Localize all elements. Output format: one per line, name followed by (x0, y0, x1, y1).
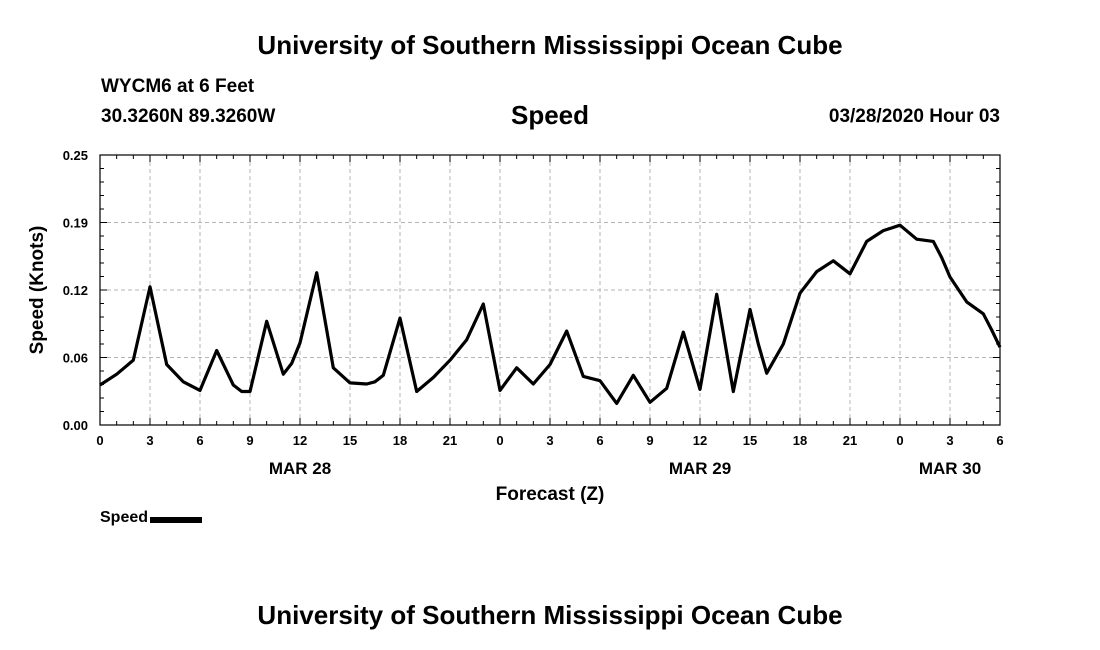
x-tick-label: 3 (546, 433, 553, 448)
x-tick-label: 3 (146, 433, 153, 448)
axis-labels: 0 3 6 9 12 15 18 21 0 3 6 9 12 15 18 21 0 3 6 0.00 0.06 0.12 0… (27, 148, 1004, 505)
x-axis-title: Forecast (Z) (496, 484, 605, 505)
y-tick-label: 0.12 (63, 283, 88, 298)
x-tick-label: 12 (293, 433, 307, 448)
x-tick-label: 9 (646, 433, 653, 448)
timestamp-label: 03/28/2020 Hour 03 (828, 106, 1000, 127)
legend: Speed (100, 509, 203, 527)
legend-swatch (150, 517, 203, 523)
y-tick-label: 0.19 (63, 216, 88, 231)
x-tick-label: 0 (896, 433, 903, 448)
x-tick-label: 9 (246, 433, 253, 448)
footer-title: University of Southern Mississippi Ocean… (257, 600, 843, 630)
page-title: University of Southern Mississippi Ocean… (257, 30, 843, 60)
y-tick-label: 0.00 (63, 418, 88, 433)
date-label: MAR 28 (269, 459, 331, 478)
x-tick-label: 0 (496, 433, 503, 448)
x-tick-label: 6 (996, 433, 1003, 448)
x-tick-label: 0 (96, 433, 103, 448)
date-label: MAR 30 (919, 459, 981, 478)
coordinates-label: 30.3260N 89.3260W (101, 106, 276, 127)
legend-label: Speed (100, 509, 149, 526)
x-tick-label: 6 (196, 433, 203, 448)
station-label: WYCM6 at 6 Feet (101, 76, 255, 97)
axis-ticks (99, 154, 1001, 426)
x-tick-label: 21 (843, 433, 857, 448)
x-tick-label: 12 (693, 433, 707, 448)
y-axis-title: Speed (Knots) (27, 226, 48, 355)
y-tick-label: 0.25 (63, 148, 88, 163)
date-label: MAR 29 (669, 459, 731, 478)
x-tick-label: 15 (743, 433, 757, 448)
x-tick-label: 18 (393, 433, 407, 448)
x-tick-label: 3 (946, 433, 953, 448)
x-tick-label: 21 (443, 433, 457, 448)
chart-title: Speed (510, 100, 590, 130)
grid (100, 155, 1000, 425)
speed-series-line (99, 223, 1002, 405)
x-tick-label: 18 (793, 433, 807, 448)
x-tick-label: 15 (343, 433, 357, 448)
x-tick-label: 6 (596, 433, 603, 448)
y-tick-label: 0.06 (63, 351, 88, 366)
